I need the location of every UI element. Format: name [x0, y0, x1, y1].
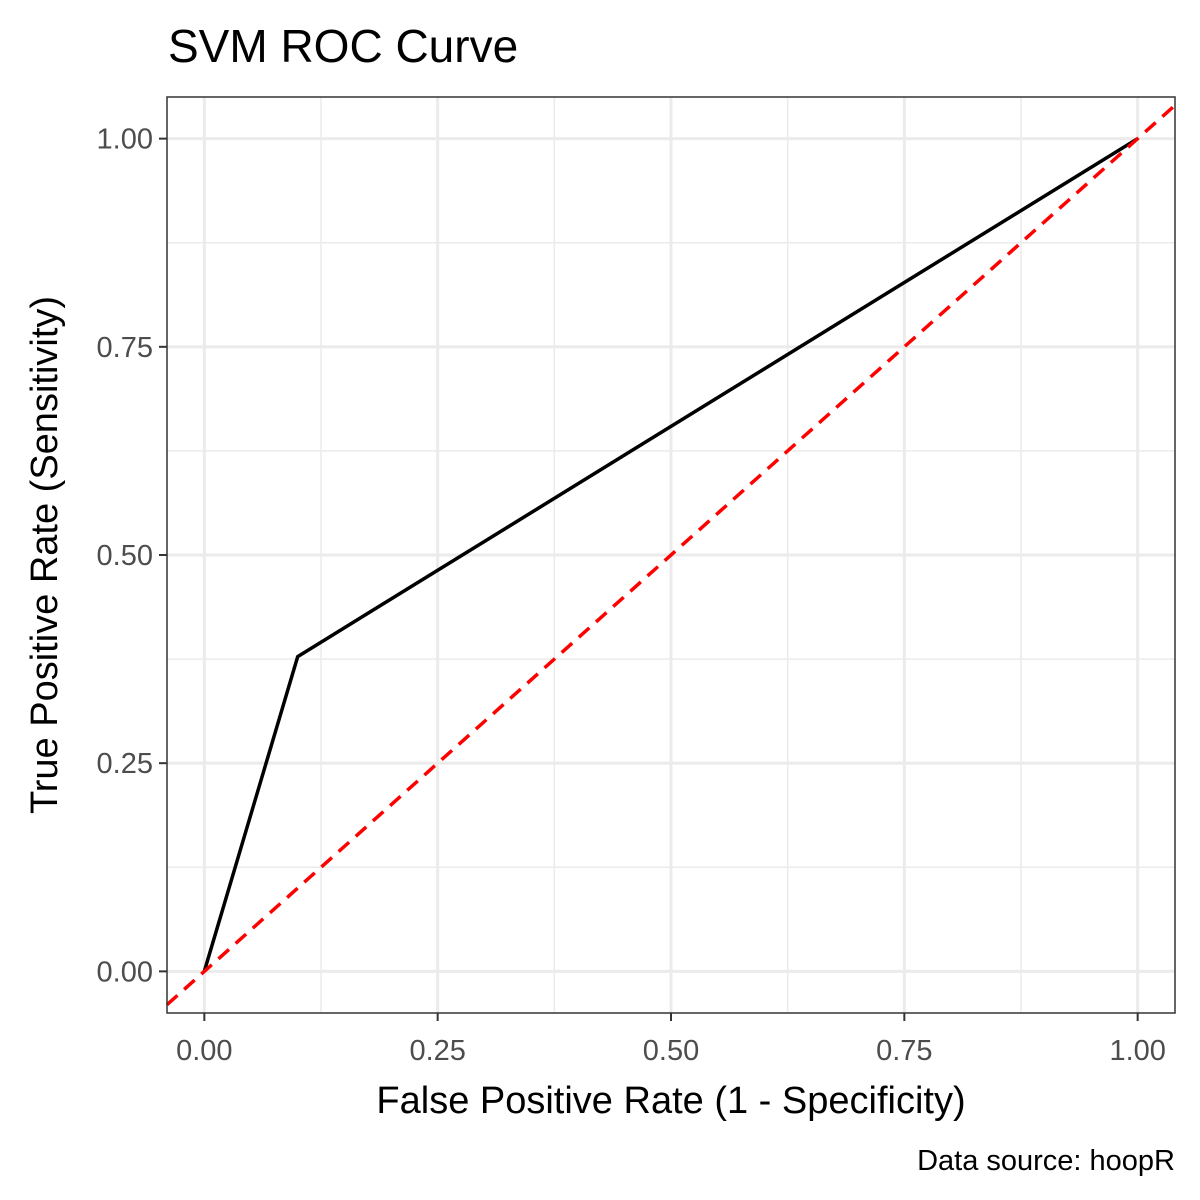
y-tick-label: 0.75 — [97, 332, 153, 364]
x-tick-label: 0.00 — [176, 1035, 232, 1067]
x-tick-label: 0.25 — [409, 1035, 465, 1067]
y-axis-label: True Positive Rate (Sensitivity) — [24, 296, 66, 814]
y-tick-label: 1.00 — [97, 124, 153, 156]
x-tick-label: 0.50 — [643, 1035, 699, 1067]
caption: Data source: hoopR — [917, 1145, 1175, 1177]
y-axis: 0.00 0.25 0.50 0.75 1.00 — [97, 124, 167, 988]
reference-diagonal-line — [165, 103, 1177, 1007]
x-tick-label: 1.00 — [1109, 1035, 1165, 1067]
series-layer — [165, 103, 1177, 1007]
x-tick-label: 0.75 — [876, 1035, 932, 1067]
y-tick-label: 0.00 — [97, 956, 153, 988]
chart-title: SVM ROC Curve — [168, 20, 518, 72]
x-axis-label: False Positive Rate (1 - Specificity) — [376, 1080, 965, 1122]
roc-curve-line — [202, 137, 1139, 972]
x-axis: 0.00 0.25 0.50 0.75 1.00 — [176, 1013, 1166, 1067]
y-tick-label: 0.25 — [97, 748, 153, 780]
y-tick-label: 0.50 — [97, 540, 153, 572]
